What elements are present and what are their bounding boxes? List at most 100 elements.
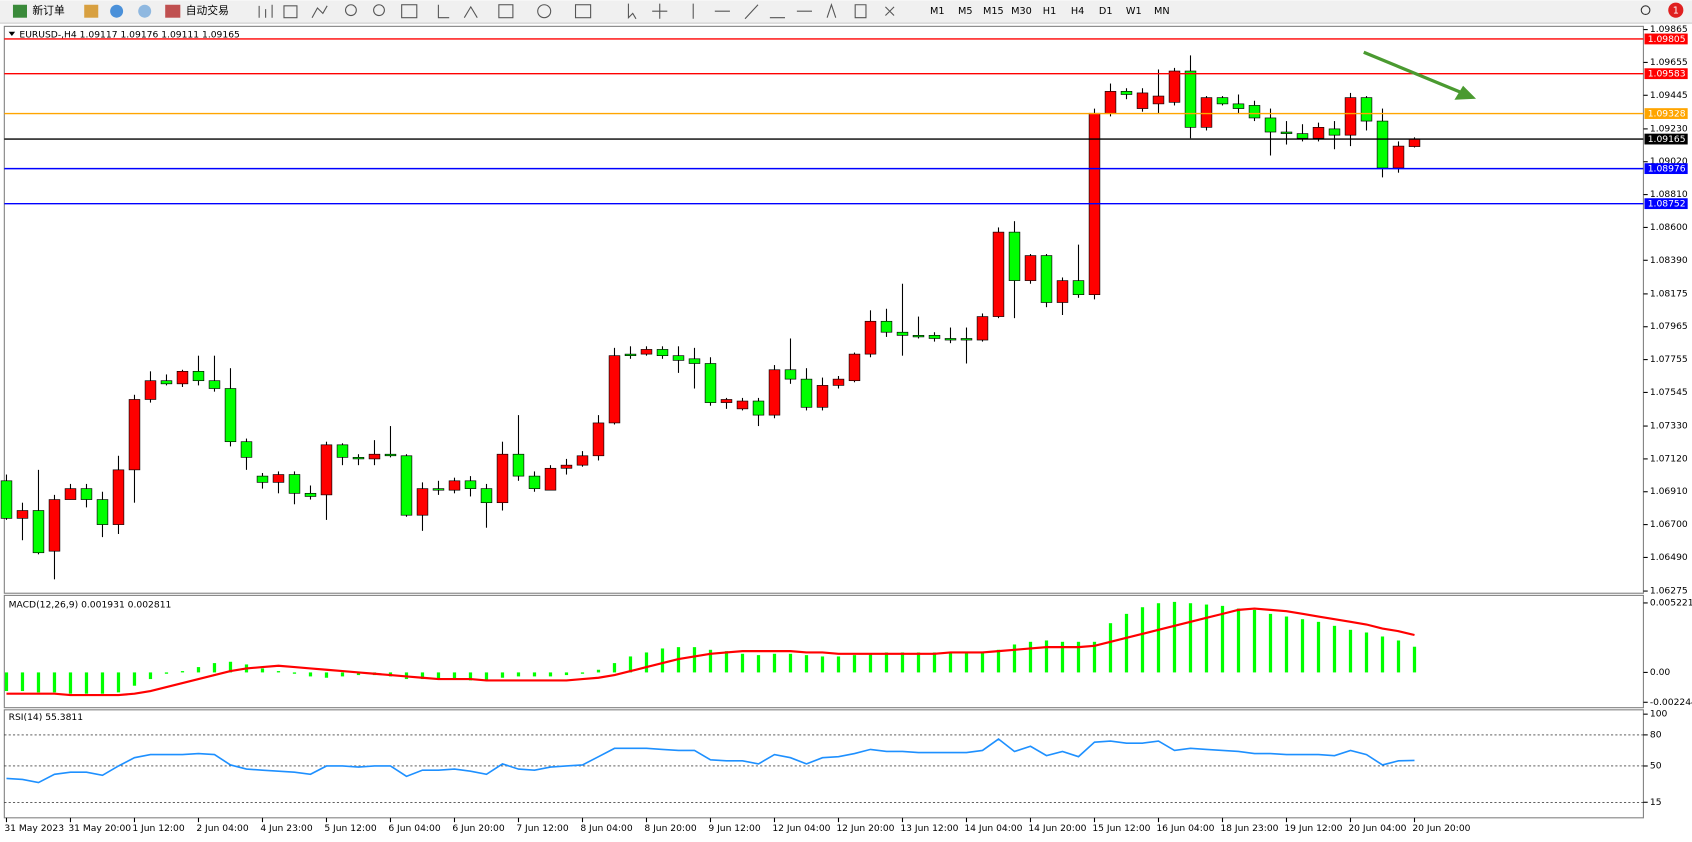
candle-body xyxy=(1376,120,1389,169)
candle-body xyxy=(976,316,989,341)
macd-bar xyxy=(1284,616,1289,673)
candle-body xyxy=(288,474,301,494)
timeframe-button[interactable]: H1 xyxy=(1043,6,1056,17)
price-level-tag xyxy=(1644,108,1688,119)
candle-body xyxy=(1184,70,1197,128)
candle-body xyxy=(1408,138,1421,147)
icon[interactable] xyxy=(537,4,552,19)
macd-bar xyxy=(1300,619,1305,673)
timeframe-button[interactable]: MN xyxy=(1154,6,1170,17)
y-tick-label: 1.06490 xyxy=(1650,552,1688,563)
macd-bar xyxy=(580,672,585,674)
tools[interactable] xyxy=(627,3,895,20)
candle-body xyxy=(112,469,125,525)
y-tick-label: 1.06910 xyxy=(1650,486,1688,497)
new-order-button[interactable]: 新订单 xyxy=(32,4,65,17)
timeframe-button[interactable]: M15 xyxy=(983,6,1004,17)
macd-bar xyxy=(180,671,185,673)
macd-bar xyxy=(820,656,825,673)
macd-bar xyxy=(1124,613,1129,673)
rsi-line xyxy=(6,738,1415,784)
candle-body xyxy=(304,492,317,497)
x-tick-label: 16 Jun 04:00 xyxy=(1156,823,1214,834)
macd-bar xyxy=(1252,609,1257,673)
y-tick-label: 1.06275 xyxy=(1650,586,1688,597)
timeframe-button[interactable]: D1 xyxy=(1099,6,1113,17)
price-level-label: 1.09165 xyxy=(1648,134,1686,145)
candle-body xyxy=(320,444,333,496)
icon[interactable] xyxy=(498,4,514,19)
candle-body xyxy=(224,388,237,443)
macd-bar xyxy=(1220,605,1225,673)
macd-bar xyxy=(644,652,649,673)
price-level-tag xyxy=(1644,68,1688,80)
x-tick-label: 6 Jun 04:00 xyxy=(388,823,441,834)
macd-bar xyxy=(1396,640,1401,673)
timeframe-button[interactable]: W1 xyxy=(1126,6,1142,17)
macd-bar xyxy=(1380,636,1385,673)
timeframe-button[interactable]: M1 xyxy=(930,6,945,17)
chart-title: EURUSD-,H4 1.09117 1.09176 1.09111 1.091… xyxy=(19,29,240,40)
candle-body xyxy=(48,499,61,552)
macd-bar xyxy=(596,669,601,673)
candle-body xyxy=(576,455,589,466)
icon[interactable] xyxy=(258,4,273,18)
auto-trading-icon[interactable] xyxy=(165,4,181,18)
icon[interactable] xyxy=(84,4,99,18)
candle-body xyxy=(352,457,365,460)
macd-bar xyxy=(628,656,633,673)
icon[interactable] xyxy=(110,4,124,18)
candle-body xyxy=(256,475,269,483)
icon[interactable] xyxy=(138,4,152,18)
candle-body xyxy=(816,385,829,408)
icon[interactable] xyxy=(311,5,328,18)
candle-body xyxy=(768,369,781,416)
candle-body xyxy=(1248,105,1261,119)
candle-body xyxy=(864,320,877,355)
macd-bar xyxy=(100,672,105,694)
candle-body xyxy=(992,231,1005,317)
new-order-icon[interactable] xyxy=(12,4,27,18)
candle-body xyxy=(1296,133,1309,139)
auto-trading-button[interactable]: 自动交易 xyxy=(186,4,229,17)
notification-badge[interactable] xyxy=(1668,2,1684,18)
macd-bar xyxy=(1092,641,1097,673)
macd-bar xyxy=(1412,646,1417,673)
y-tick-label: 1.07965 xyxy=(1650,321,1688,332)
macd-bar xyxy=(500,672,505,678)
candle-body xyxy=(736,400,749,410)
candle-body xyxy=(1328,128,1341,136)
icon[interactable] xyxy=(401,4,418,19)
candle-body xyxy=(960,338,973,341)
y-tick-label: 1.07755 xyxy=(1650,354,1688,365)
macd-bar xyxy=(916,652,921,673)
macd-bar xyxy=(212,663,217,673)
y-tick-label: 1.09230 xyxy=(1650,123,1688,134)
macd-bar xyxy=(740,653,745,673)
zoom-in-icon[interactable] xyxy=(344,4,357,17)
chart-menu-arrow[interactable] xyxy=(8,31,16,37)
y-tick-label: 1.07120 xyxy=(1650,453,1688,464)
y-tick-label: 1.08810 xyxy=(1650,189,1688,200)
search-icon[interactable] xyxy=(1640,5,1651,16)
candle-body xyxy=(608,355,621,424)
timeframe-button[interactable]: M5 xyxy=(958,6,973,17)
macd-bar xyxy=(932,652,937,673)
macd-bar xyxy=(1268,613,1273,673)
x-tick-label: 19 Jun 12:00 xyxy=(1284,823,1342,834)
price-level-label: 1.08752 xyxy=(1648,199,1686,210)
toolbar xyxy=(0,0,1692,24)
icon[interactable] xyxy=(437,4,478,19)
macd-bar xyxy=(116,672,121,693)
icon[interactable] xyxy=(574,4,592,19)
icon[interactable] xyxy=(283,5,298,19)
macd-bar xyxy=(132,672,137,686)
x-tick-label: 6 Jun 20:00 xyxy=(452,823,505,834)
candle-body xyxy=(720,399,733,403)
macd-bar xyxy=(20,672,25,692)
timeframe-button[interactable]: M30 xyxy=(1011,6,1032,17)
timeframe-button[interactable]: H4 xyxy=(1071,6,1084,17)
macd-bar xyxy=(436,672,441,680)
zoom-out-icon[interactable] xyxy=(373,4,385,17)
candle-body xyxy=(688,358,701,364)
